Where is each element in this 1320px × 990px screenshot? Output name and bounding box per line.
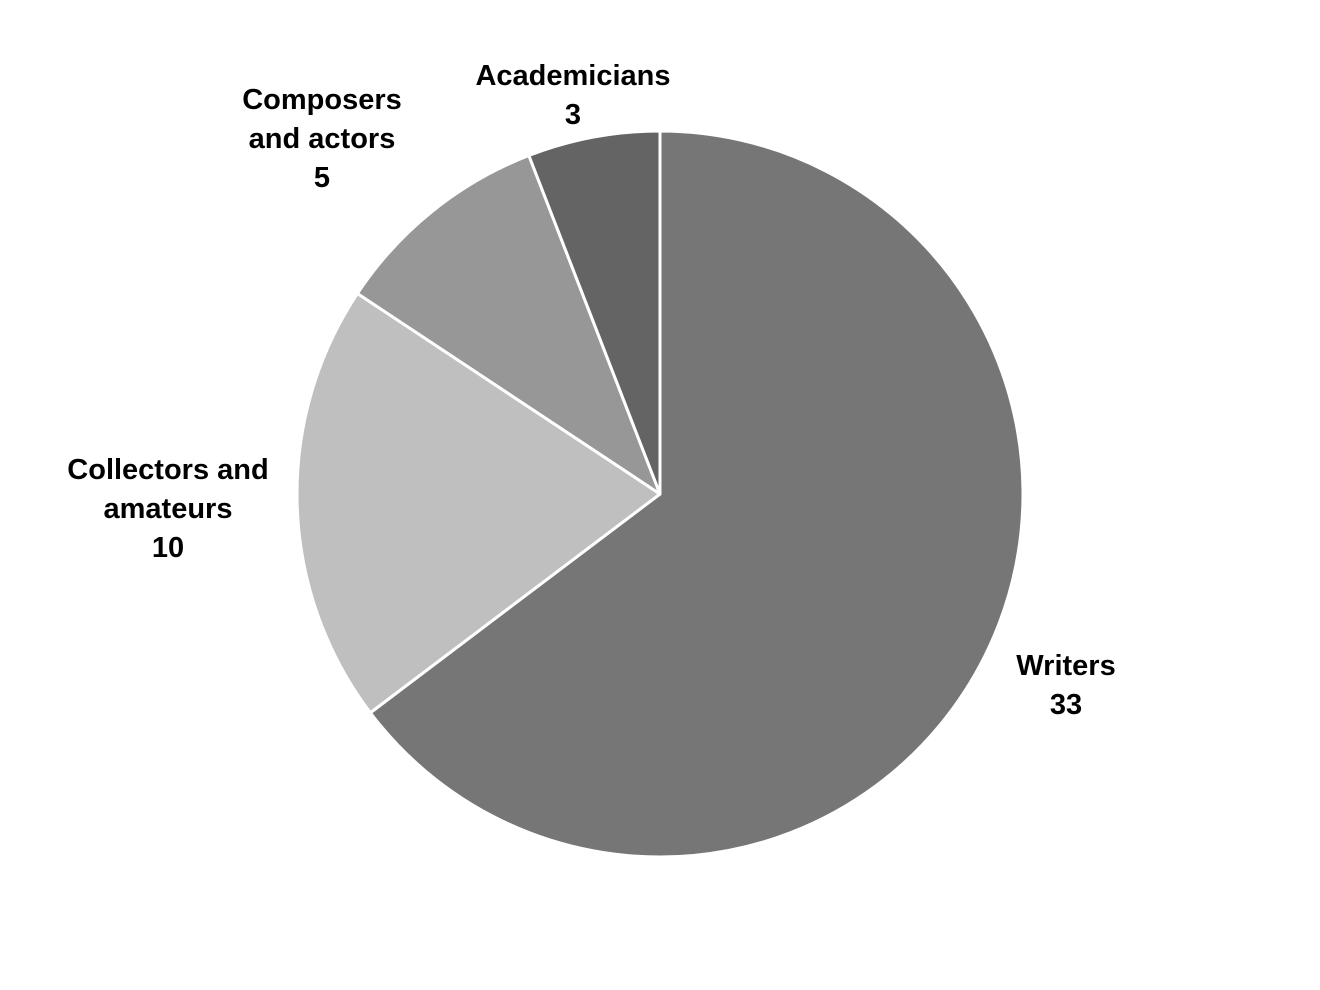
pie-slice-collectors-and-amateurs bbox=[295, 291, 662, 715]
slice-label-line: Academicians bbox=[475, 60, 671, 92]
label-collectors: Collectors and amateurs 10 bbox=[67, 451, 268, 568]
slice-label-line: Composers bbox=[242, 84, 402, 116]
slice-label-line: Collectors and bbox=[67, 454, 269, 486]
slice-label-line: Writers bbox=[1016, 650, 1116, 682]
pie-slice-academicians bbox=[527, 129, 662, 496]
pie-slice-writers bbox=[368, 129, 1025, 859]
label-composers: Composers and actors 5 bbox=[242, 81, 402, 198]
label-writers: Writers 33 bbox=[1016, 647, 1115, 725]
pie-slice-composers-and-actors bbox=[355, 154, 662, 496]
slice-value-label: 33 bbox=[1049, 689, 1083, 721]
slice-value-label: 10 bbox=[151, 532, 185, 564]
slice-value-label: 3 bbox=[564, 99, 582, 131]
slice-label-line: and actors bbox=[248, 123, 396, 155]
label-academicians: Academicians 3 bbox=[475, 57, 670, 135]
slice-value-label: 5 bbox=[313, 162, 331, 194]
slice-label-line: amateurs bbox=[103, 493, 233, 525]
